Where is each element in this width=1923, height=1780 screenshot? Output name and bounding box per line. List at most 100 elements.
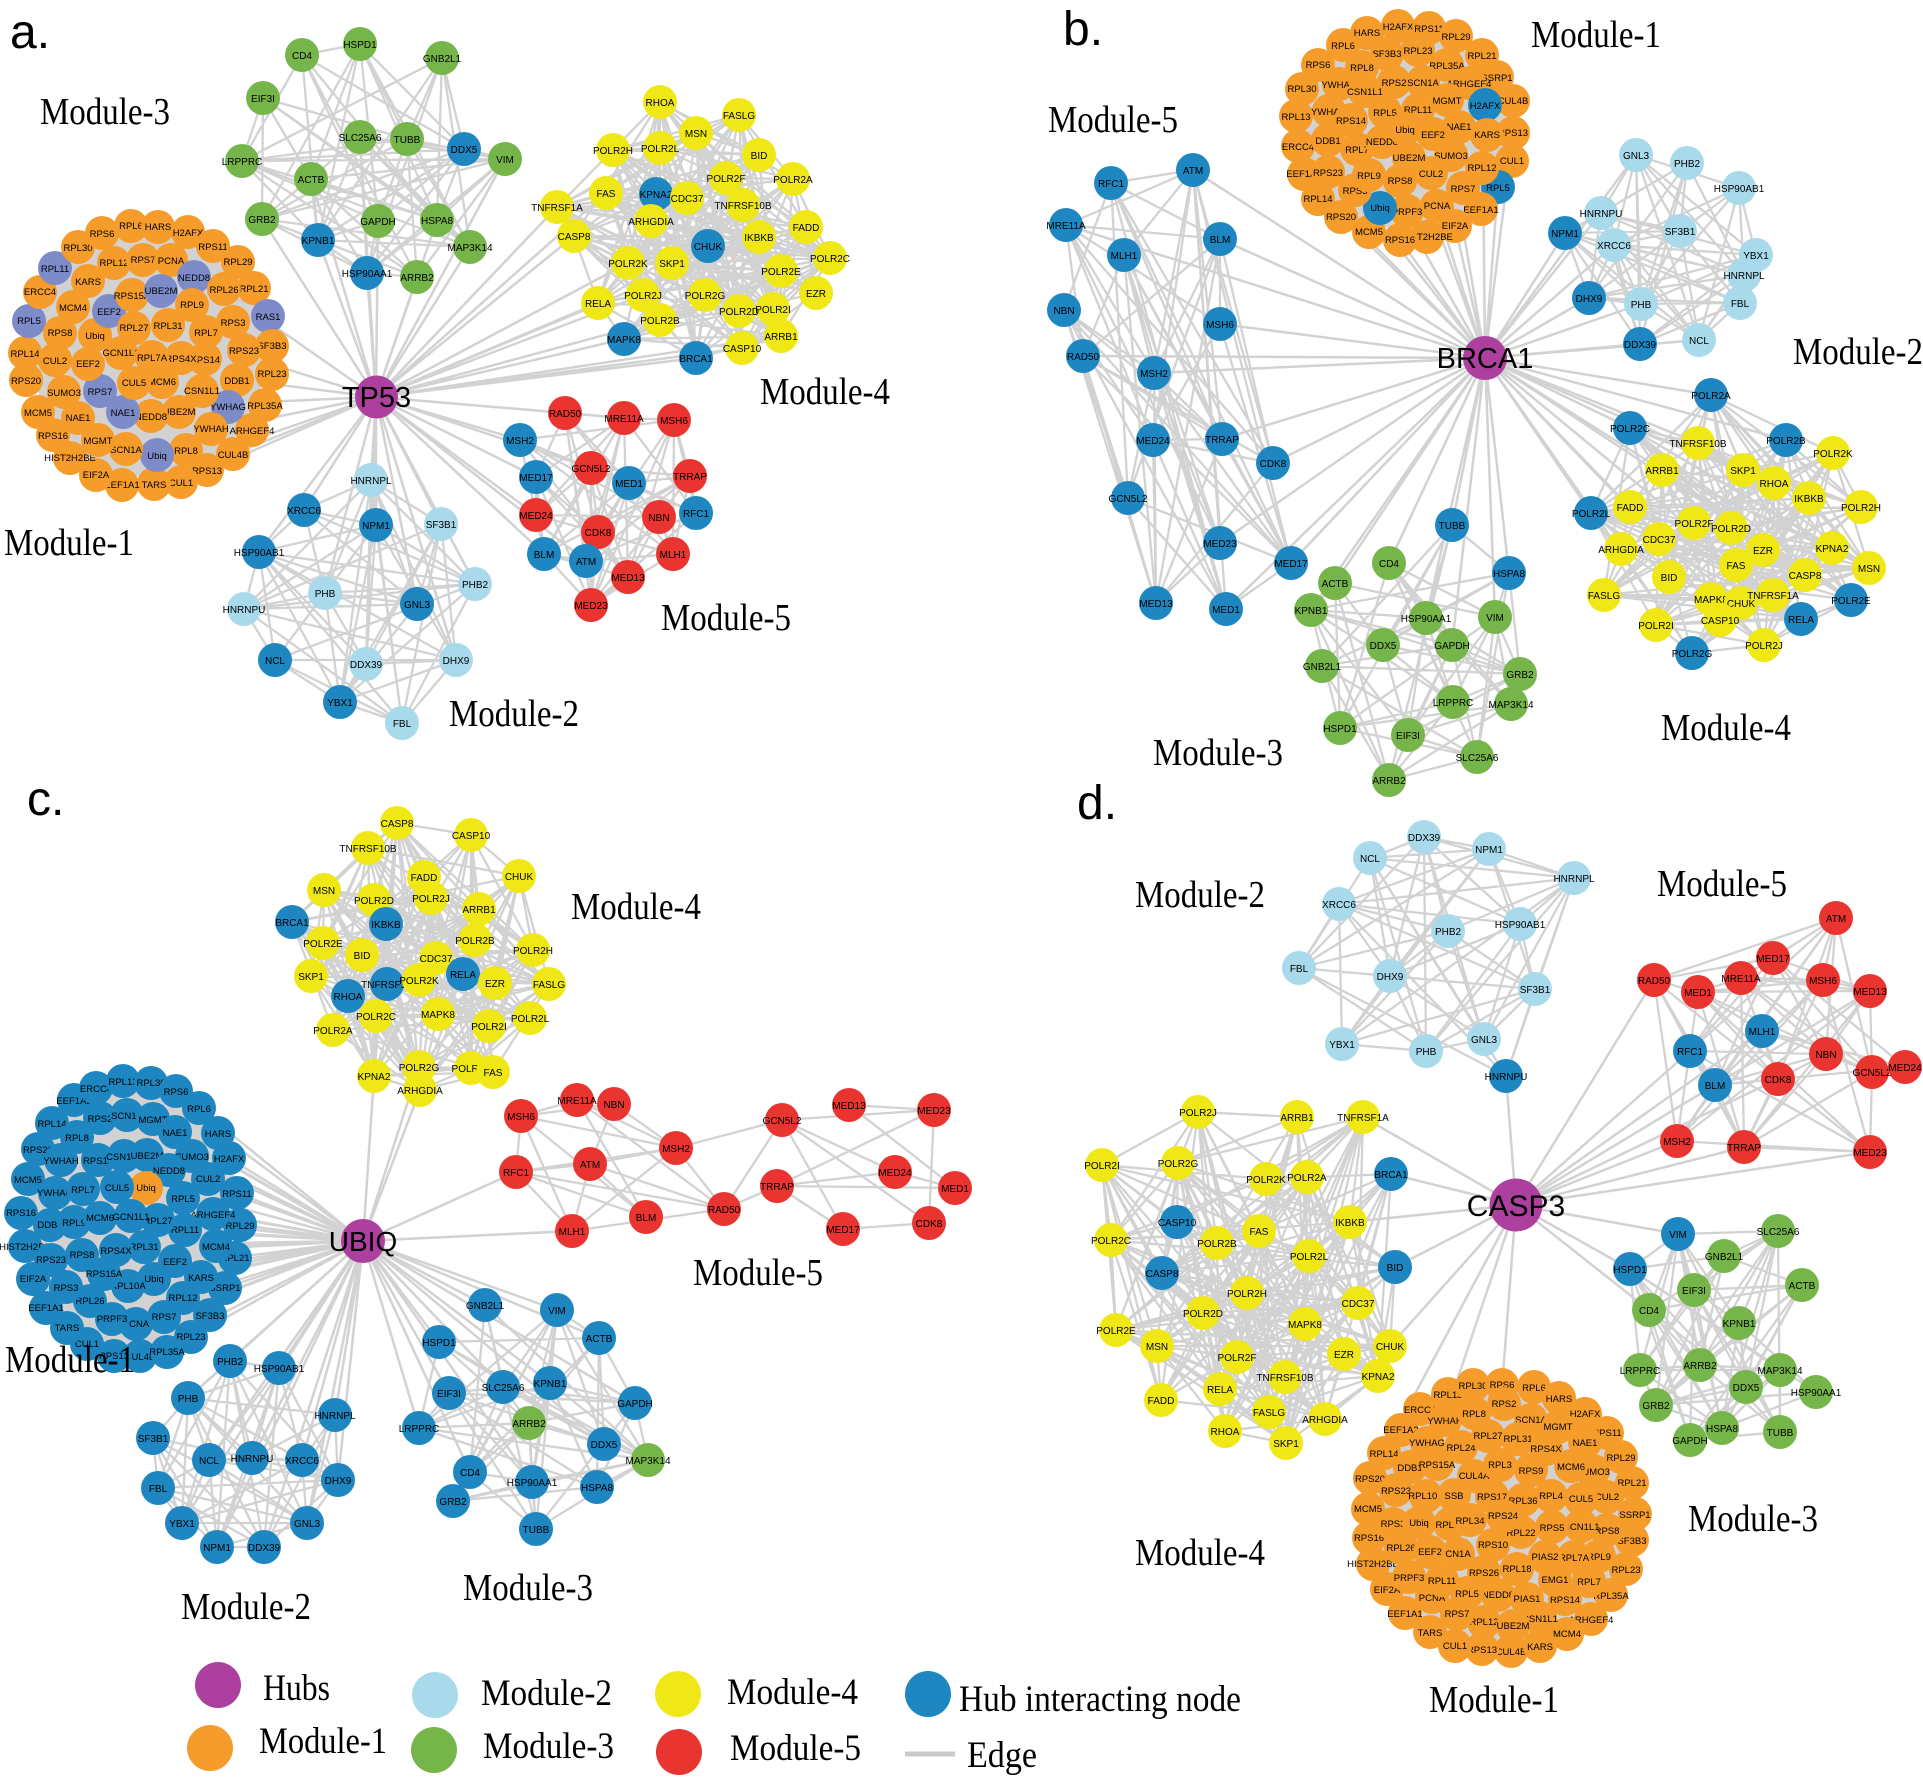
svg-text:KPNA2: KPNA2 (640, 190, 673, 201)
svg-text:Ubiq: Ubiq (1370, 203, 1390, 214)
svg-text:RPS7: RPS7 (1451, 184, 1476, 195)
svg-text:Module-3: Module-3 (463, 1567, 593, 1609)
svg-text:NAE1: NAE1 (111, 408, 136, 419)
svg-text:RFC1: RFC1 (503, 1168, 530, 1179)
svg-text:CSN1L1: CSN1L1 (1522, 1614, 1558, 1625)
svg-text:ATM: ATM (1826, 914, 1846, 925)
svg-text:DHX9: DHX9 (1576, 294, 1603, 305)
svg-text:PHB: PHB (315, 589, 336, 600)
svg-text:FASLG: FASLG (1253, 1408, 1285, 1419)
svg-text:ARHGEF4: ARHGEF4 (191, 1210, 236, 1221)
svg-text:NAE1: NAE1 (1447, 122, 1472, 133)
svg-text:POLR2E: POLR2E (761, 267, 801, 278)
svg-text:UBE2M: UBE2M (1497, 1621, 1530, 1632)
svg-text:ARRB2: ARRB2 (400, 273, 434, 284)
svg-text:GAPDH: GAPDH (617, 1399, 653, 1410)
svg-text:RPS11: RPS11 (222, 1189, 251, 1200)
svg-text:Module-2: Module-2 (1793, 331, 1923, 373)
svg-text:RPL23: RPL23 (1403, 46, 1432, 57)
svg-text:GRB2: GRB2 (1506, 670, 1534, 681)
svg-text:HSPD1: HSPD1 (1613, 1265, 1647, 1276)
svg-text:EIF3I: EIF3I (251, 94, 275, 105)
svg-text:HSP90AB1: HSP90AB1 (1495, 920, 1546, 931)
svg-text:RPS13: RPS13 (192, 466, 222, 477)
svg-text:Module-5: Module-5 (693, 1252, 823, 1294)
svg-text:RPL11: RPL11 (171, 1225, 199, 1236)
svg-text:RHOA: RHOA (1211, 1427, 1240, 1438)
svg-text:EEF1A2: EEF1A2 (1286, 169, 1321, 180)
svg-text:RPL31: RPL31 (129, 1242, 158, 1253)
svg-text:BLM: BLM (1210, 235, 1231, 246)
svg-text:MED17: MED17 (1756, 954, 1790, 965)
svg-text:MAP3K14: MAP3K14 (625, 1456, 670, 1467)
svg-text:GNL3: GNL3 (404, 600, 431, 611)
svg-text:NEDD8: NEDD8 (153, 1166, 185, 1177)
svg-text:YWHAG: YWHAG (210, 402, 246, 413)
svg-text:CHUK: CHUK (694, 242, 723, 253)
svg-text:EEF1A1: EEF1A1 (28, 1303, 63, 1314)
svg-text:GCN5L2: GCN5L2 (1109, 494, 1148, 505)
svg-text:RAD50: RAD50 (549, 409, 582, 420)
svg-text:MED17: MED17 (826, 1225, 860, 1236)
svg-text:CASP3: CASP3 (1467, 1190, 1565, 1223)
svg-text:RPL30: RPL30 (63, 243, 92, 254)
svg-text:EMG1: EMG1 (1542, 1575, 1569, 1586)
svg-text:RHOA: RHOA (646, 98, 675, 109)
svg-text:TNFRSF10B: TNFRSF10B (339, 844, 397, 855)
svg-text:MGMT: MGMT (83, 436, 112, 447)
svg-text:RPL14: RPL14 (1303, 194, 1332, 205)
svg-text:RAS1: RAS1 (256, 312, 281, 323)
svg-text:RPL11: RPL11 (41, 264, 69, 275)
svg-text:CUL5: CUL5 (122, 378, 146, 389)
svg-text:KARS: KARS (75, 277, 101, 288)
svg-text:RPL23: RPL23 (257, 369, 286, 380)
svg-text:Module-1: Module-1 (259, 1721, 387, 1762)
svg-text:HIST2H2BE: HIST2H2BE (0, 1242, 51, 1253)
svg-text:RPL8: RPL8 (1462, 1409, 1486, 1420)
svg-text:KARS: KARS (1474, 130, 1500, 141)
svg-text:RPS8: RPS8 (70, 1250, 95, 1261)
svg-text:POLR2C: POLR2C (810, 254, 850, 265)
svg-text:POLR2G: POLR2G (685, 291, 726, 302)
svg-text:MED24: MED24 (519, 511, 553, 522)
svg-text:MGMT: MGMT (138, 1115, 167, 1126)
svg-text:POLR2B: POLR2B (1197, 1239, 1237, 1250)
svg-text:TNFRSF10B: TNFRSF10B (1256, 1373, 1314, 1384)
svg-text:ERCC4: ERCC4 (1282, 142, 1314, 153)
svg-text:CHUK: CHUK (505, 872, 534, 883)
svg-text:DDB1: DDB1 (1315, 136, 1340, 147)
svg-text:RPL12: RPL12 (168, 1293, 197, 1304)
svg-text:SF3B1: SF3B1 (426, 520, 457, 531)
svg-text:POLR2I: POLR2I (471, 1022, 507, 1033)
svg-text:CASP10: CASP10 (723, 344, 762, 355)
svg-text:Ubiq: Ubiq (136, 1183, 156, 1194)
svg-text:RPS6: RPS6 (1306, 60, 1331, 71)
svg-text:RPS14: RPS14 (190, 355, 220, 366)
svg-text:MED1: MED1 (615, 479, 643, 490)
svg-text:POLR2E: POLR2E (1096, 1326, 1136, 1337)
svg-text:Edge: Edge (967, 1735, 1037, 1775)
svg-text:RHOA: RHOA (1760, 479, 1789, 490)
svg-text:NEDD8: NEDD8 (178, 273, 210, 284)
svg-text:VIM: VIM (548, 1306, 566, 1317)
svg-text:RPL6: RPL6 (1522, 1383, 1546, 1394)
svg-text:RPL34: RPL34 (1455, 1516, 1484, 1527)
svg-text:EIF2A: EIF2A (1374, 1585, 1401, 1596)
svg-text:POLR2A: POLR2A (1691, 391, 1731, 402)
svg-text:PHB2: PHB2 (1674, 159, 1701, 170)
svg-text:RPS20: RPS20 (23, 1145, 53, 1156)
svg-text:VIM: VIM (1669, 1230, 1687, 1241)
svg-text:HNRNPL: HNRNPL (1553, 874, 1595, 885)
svg-text:DDX5: DDX5 (451, 145, 478, 156)
svg-text:XRCC6: XRCC6 (1597, 241, 1631, 252)
svg-text:CDK8: CDK8 (585, 528, 612, 539)
svg-text:Ubiq: Ubiq (1395, 125, 1415, 136)
svg-text:RPL8: RPL8 (65, 1133, 89, 1144)
svg-text:RPS3: RPS3 (221, 318, 246, 329)
svg-text:RPL21: RPL21 (220, 1253, 249, 1264)
svg-text:CD4: CD4 (1379, 559, 1399, 570)
svg-text:MCM5: MCM5 (1355, 227, 1383, 238)
svg-text:MSH2: MSH2 (1663, 1137, 1691, 1148)
svg-text:RPL21: RPL21 (1617, 1478, 1646, 1489)
svg-text:MLH1: MLH1 (1111, 251, 1138, 262)
